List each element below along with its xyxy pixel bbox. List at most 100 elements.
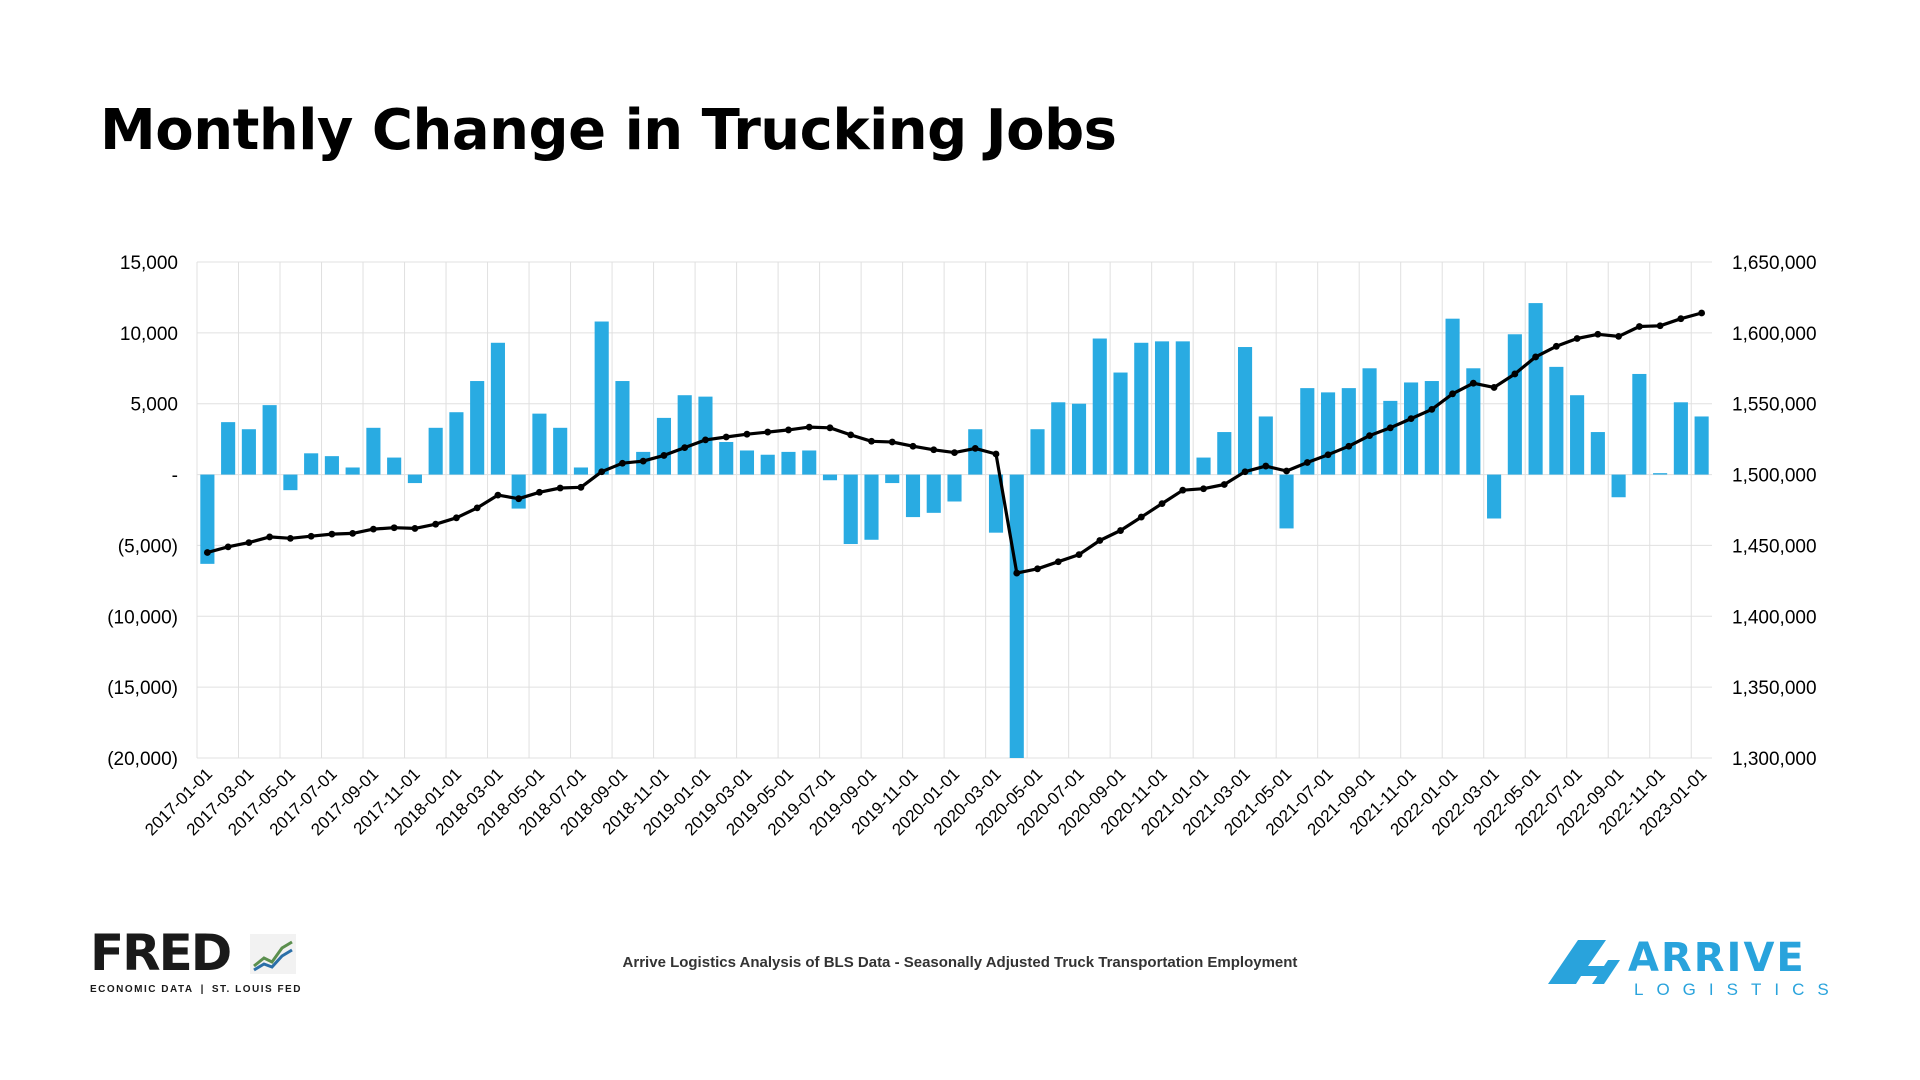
line-point xyxy=(1345,442,1353,450)
bar xyxy=(1528,303,1543,475)
line-point xyxy=(266,533,274,541)
bar xyxy=(511,474,526,509)
arrive-logo: ARRIVE LOGISTICS xyxy=(1548,936,1848,1002)
bar xyxy=(490,342,505,475)
line-point xyxy=(390,524,398,532)
line-point xyxy=(1054,558,1062,566)
bar xyxy=(1175,341,1190,475)
line-point xyxy=(307,532,315,540)
right-tick-label: 1,350,000 xyxy=(1732,678,1817,699)
left-tick-label: 15,000 xyxy=(120,253,178,274)
bar xyxy=(1154,341,1170,475)
source-note: Arrive Logistics Analysis of BLS Data - … xyxy=(622,954,1298,971)
bar xyxy=(532,413,547,475)
bar xyxy=(926,474,941,513)
bar xyxy=(573,467,588,475)
line-point xyxy=(349,529,357,537)
fred-tagline-left: ECONOMIC DATA xyxy=(90,984,194,995)
fred-tagline-right: ST. LOUIS FED xyxy=(211,984,302,995)
line-point xyxy=(847,431,855,439)
line-point xyxy=(536,488,543,496)
line-point xyxy=(1179,486,1187,494)
bar xyxy=(200,474,215,564)
fred-logo: FRED ECONOMIC DATA | ST. LOUIS FED xyxy=(90,928,310,998)
line-point xyxy=(868,437,875,445)
right-tick-label: 1,550,000 xyxy=(1732,395,1817,416)
left-tick-label: 5,000 xyxy=(130,395,178,416)
line-point xyxy=(556,484,564,492)
line-point xyxy=(681,444,689,452)
fred-tagline: ECONOMIC DATA | ST. LOUIS FED xyxy=(90,984,302,995)
line-point xyxy=(1013,569,1021,577)
line-point xyxy=(702,436,709,444)
line-point xyxy=(660,452,668,459)
line-point xyxy=(743,430,751,438)
left-axis: 15,000 10,000 5,000 - (5,000) (10,000) (15,000… xyxy=(107,253,178,770)
bar xyxy=(1632,373,1647,475)
bar xyxy=(615,381,630,475)
line-point xyxy=(888,438,896,446)
bar xyxy=(843,474,858,545)
line-point xyxy=(1075,551,1083,559)
line-point xyxy=(432,520,440,528)
right-tick-label: 1,300,000 xyxy=(1732,749,1817,770)
line-point xyxy=(577,483,585,491)
arrive-mark-icon xyxy=(1548,940,1620,984)
bar xyxy=(1030,429,1045,475)
line-point xyxy=(1573,335,1581,342)
line-point xyxy=(1698,309,1706,317)
bar xyxy=(1051,402,1066,475)
arrive-wordmark: ARRIVE xyxy=(1628,935,1806,981)
bar xyxy=(1570,395,1585,475)
bar xyxy=(241,429,256,475)
line-point xyxy=(1469,379,1477,387)
bar xyxy=(1590,432,1605,475)
left-tick-label: (20,000) xyxy=(107,749,178,770)
bar xyxy=(760,454,775,475)
bar xyxy=(1424,381,1439,475)
left-tick-label: 10,000 xyxy=(120,324,178,345)
arrive-tagline: LOGISTICS xyxy=(1634,980,1842,999)
bar xyxy=(1113,372,1128,475)
bar xyxy=(968,429,983,475)
line-point xyxy=(992,450,1000,458)
line-point xyxy=(203,549,211,556)
chart: 15,000 10,000 5,000 - (5,000) (10,000) (15,000… xyxy=(107,253,1817,839)
line-point xyxy=(951,449,958,457)
bar xyxy=(304,453,319,475)
right-tick-label: 1,450,000 xyxy=(1732,536,1817,557)
fred-wordmark: FRED xyxy=(90,924,232,982)
right-tick-label: 1,400,000 xyxy=(1732,607,1817,628)
bar xyxy=(1611,474,1626,498)
bar xyxy=(449,412,464,475)
line-point xyxy=(1552,342,1560,350)
line-point xyxy=(826,424,834,432)
line-point xyxy=(764,428,772,436)
line-point xyxy=(1096,537,1104,544)
bar xyxy=(345,467,360,475)
bar xyxy=(1404,382,1419,475)
bar xyxy=(822,474,838,481)
line-point xyxy=(1303,459,1311,466)
bar xyxy=(905,474,921,518)
bar xyxy=(1009,474,1024,758)
bar xyxy=(1134,342,1149,475)
bar xyxy=(1694,416,1709,475)
bar xyxy=(1466,368,1481,475)
line-point xyxy=(1428,405,1436,413)
fred-tagline-sep: | xyxy=(200,984,205,995)
line-point xyxy=(1262,462,1270,470)
line-point xyxy=(1158,500,1166,508)
line-point xyxy=(1635,323,1643,330)
bar xyxy=(553,427,568,475)
line-point xyxy=(1677,315,1685,323)
bar xyxy=(1487,474,1502,519)
line-point xyxy=(909,442,917,450)
bar xyxy=(594,321,609,475)
line-point xyxy=(515,495,523,503)
right-tick-label: 1,600,000 xyxy=(1732,324,1817,345)
bar xyxy=(947,474,962,502)
line-point xyxy=(785,426,792,434)
line-point xyxy=(1490,384,1498,391)
line-point xyxy=(1656,322,1664,330)
